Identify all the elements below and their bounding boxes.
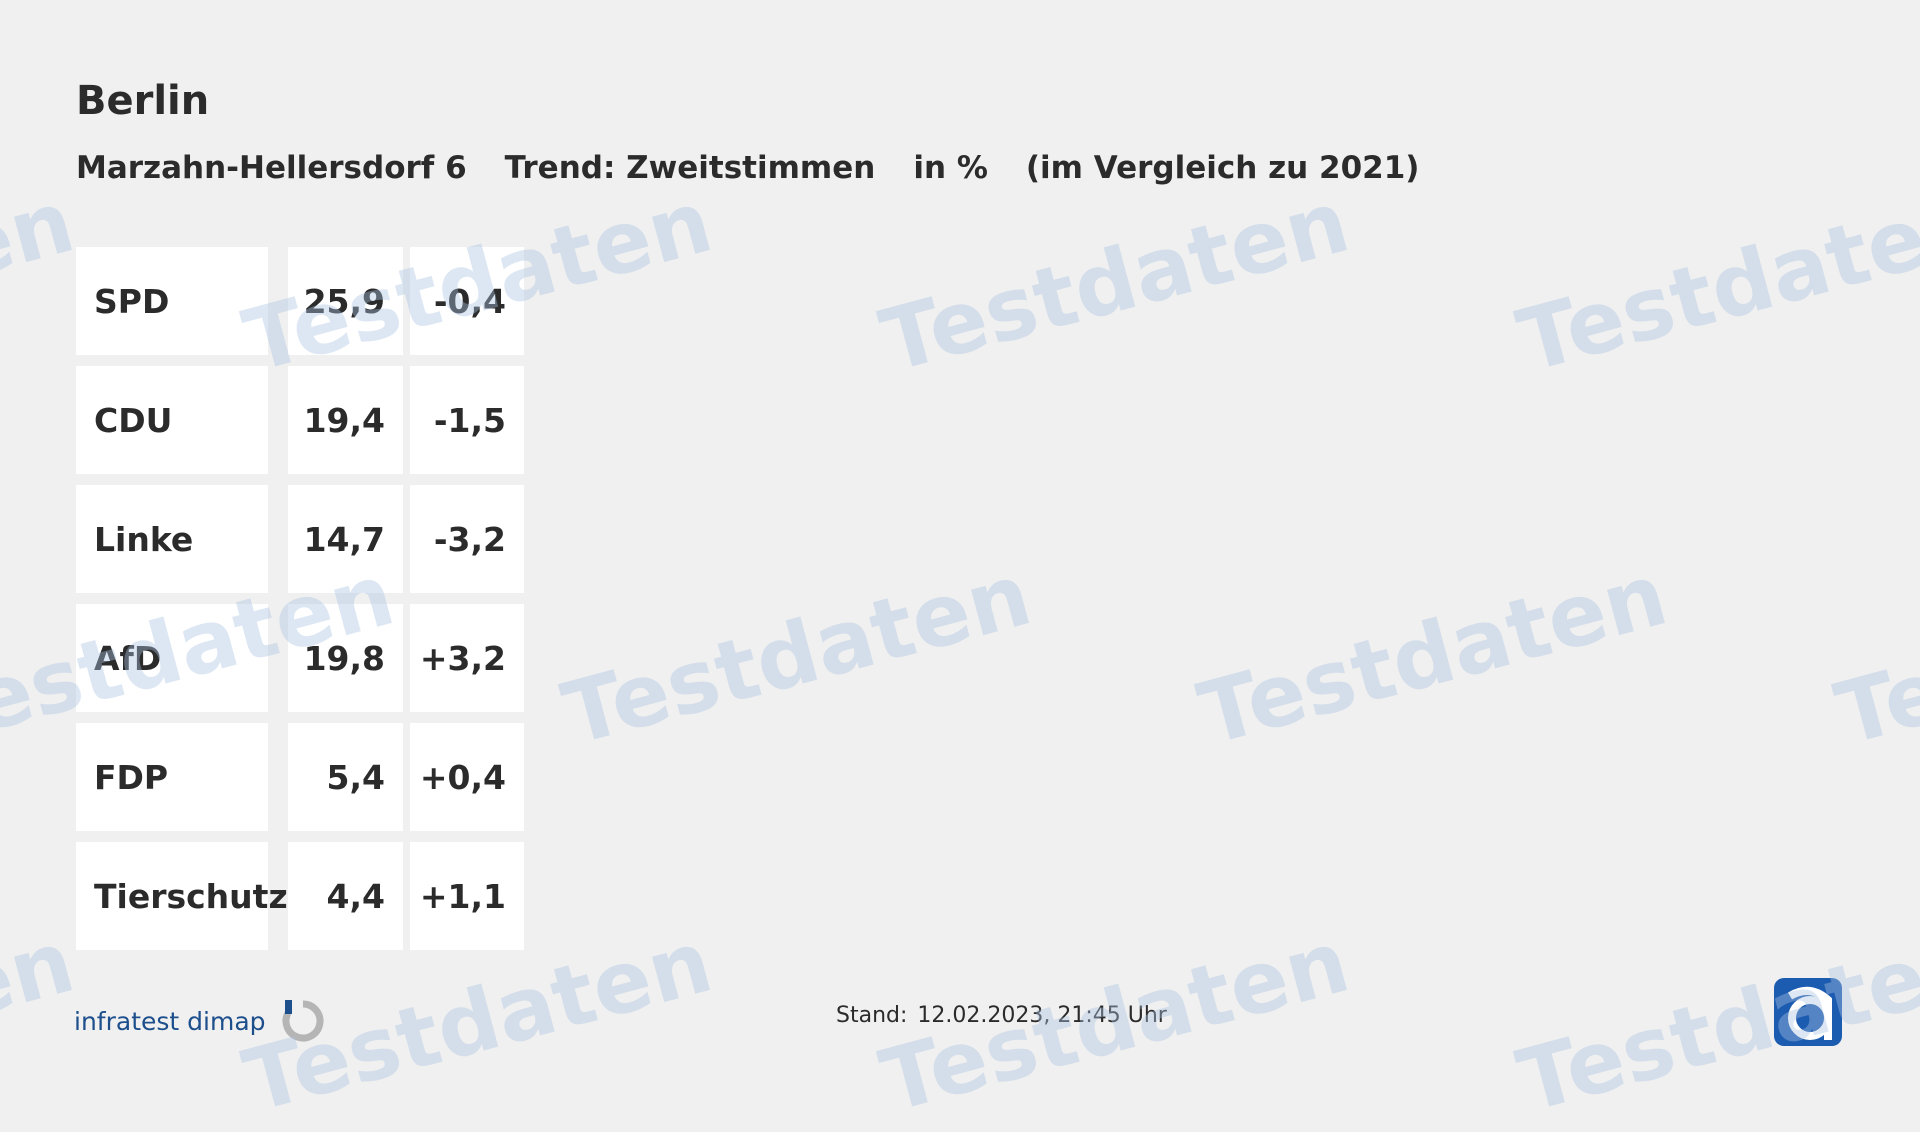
change-cell: -1,5 [410,366,524,474]
timestamp-value: 12.02.2023, 21:45 Uhr [917,1003,1167,1028]
party-cell: Linke [76,485,268,593]
logo-icon [282,1000,323,1042]
screen: {"header": {"region": "Berlin", "constit… [0,78,1920,1132]
watermark: Testdaten [871,171,1359,393]
page: html, body { margin: 0; padding: 0; } bo… [0,78,1920,1132]
comparison: (im Vergleich zu 2021) [1025,150,1420,186]
timestamp-label: Stand: [836,1003,908,1028]
broadcaster-logo [1774,978,1842,1046]
party-cell: SPD [76,247,268,355]
watermark: Testdaten [553,544,1041,766]
party-cell: Tierschutz [76,842,288,950]
logo: infratest dimap [74,998,326,1044]
share-cell: 25,9 [288,247,403,355]
change-cell: +0,4 [410,723,524,831]
unit: in % [913,150,988,186]
change-cell: +3,2 [410,604,524,712]
change-cell: -0,4 [410,247,524,355]
watermark: Testdaten [1508,171,1920,393]
share-cell: 5,4 [288,723,403,831]
watermark: Testdaten [0,911,84,1132]
timestamp: Stand: 12.02.2023, 21:45 Uhr [836,1003,1177,1028]
party-cell: CDU [76,366,268,474]
share-cell: 14,7 [288,485,403,593]
share-cell: 19,4 [288,366,403,474]
title: Berlin [76,78,210,124]
share-cell: 19,8 [288,604,403,712]
logo-text: infratest dimap [74,1006,266,1036]
watermark: Testdaten [1826,544,1920,766]
subtitle: Marzahn-Hellersdorf 6 Trend: Zweitstimmen… [76,150,1457,186]
trend: Trend: Zweitstimmen [504,150,876,186]
watermark: Testdaten [1508,911,1920,1132]
change-cell: +1,1 [410,842,524,950]
share-cell: 4,4 [288,842,403,950]
watermark: Testdaten [1189,544,1677,766]
change-cell: -3,2 [410,485,524,593]
party-cell: AfD [76,604,268,712]
watermark: Testdaten [0,171,84,393]
constituency: Marzahn-Hellersdorf 6 [76,150,467,186]
party-cell: FDP [76,723,268,831]
